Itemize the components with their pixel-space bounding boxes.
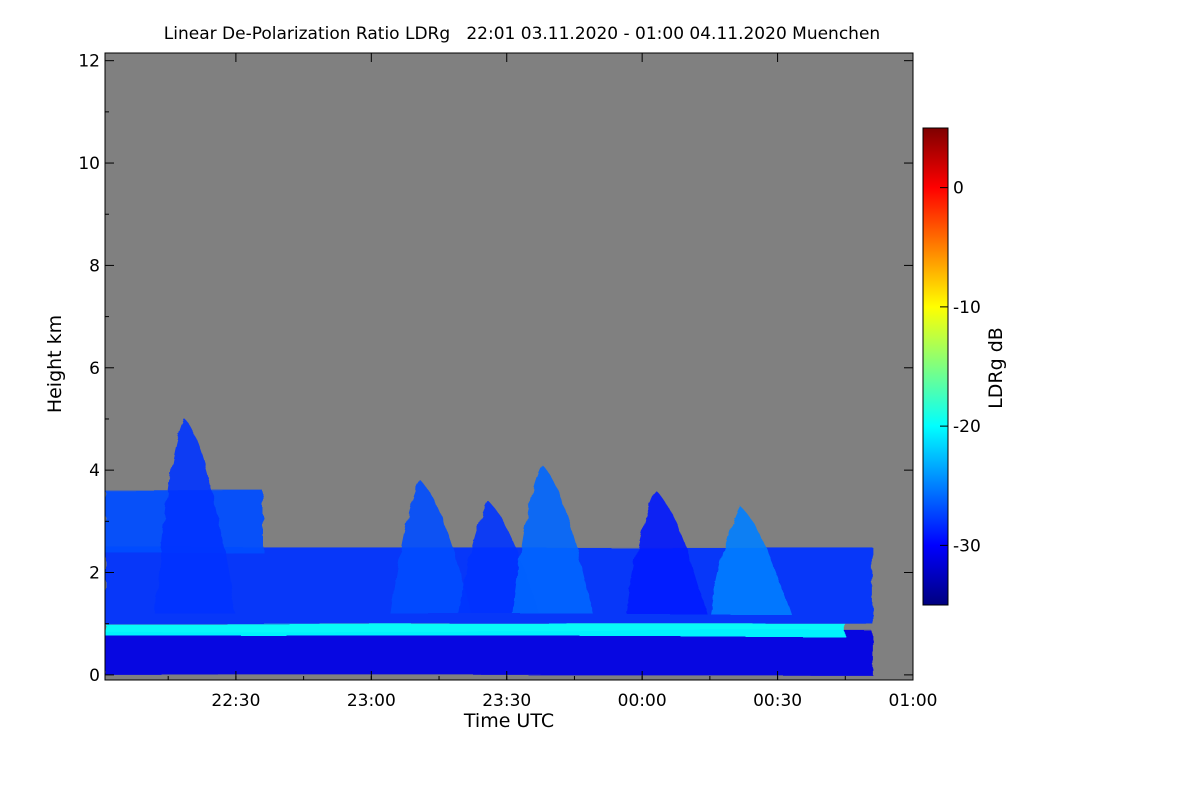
y-axis-label: Height km: [44, 315, 66, 413]
x-tick-label: 22:30: [211, 691, 260, 711]
cloud-plume: [710, 505, 791, 614]
y-tick-label: 0: [89, 666, 100, 686]
chart-title: Linear De-Polarization Ratio LDRg 22:01 …: [164, 24, 880, 44]
cloud-plume: [626, 490, 707, 614]
colorbar-tick-label: 0: [953, 179, 964, 199]
cloud-layer-bright-band: [105, 623, 846, 637]
y-tick-label: 12: [78, 52, 100, 72]
colorbar-tick-label: -20: [953, 417, 981, 437]
y-axis: 0 2 4 6 8 10 12: [78, 52, 913, 686]
cloud-plume: [390, 480, 471, 614]
colorbar-gradient: [922, 127, 949, 606]
plot-area: [105, 53, 913, 680]
cloud-plume: [512, 465, 593, 614]
colorbar: 0 -10 -20 -30 LDRg dB: [922, 127, 1007, 606]
x-tick-label: 23:30: [482, 691, 531, 711]
x-tick-label: 01:00: [889, 691, 938, 711]
cloud-layers: [105, 418, 873, 675]
x-tick-label: 00:00: [618, 691, 667, 711]
x-axis: 22:30 23:00 23:30 00:00 00:30 01:00: [167, 53, 938, 711]
colorbar-tick-label: -10: [953, 298, 981, 318]
colorbar-tick-label: -30: [953, 536, 981, 556]
colorbar-ticks: 0 -10 -20 -30: [940, 179, 981, 556]
x-tick-label: 23:00: [347, 691, 396, 711]
colorbar-label: LDRg dB: [985, 327, 1007, 409]
y-tick-label: 10: [78, 154, 100, 174]
x-axis-label: Time UTC: [463, 710, 554, 732]
plot-frame: [104, 52, 914, 681]
cloud-layer-surface-layer: [105, 631, 873, 675]
x-tick-label: 00:30: [753, 691, 802, 711]
y-tick-label: 2: [89, 564, 100, 584]
y-tick-label: 6: [89, 359, 100, 379]
y-tick-label: 8: [89, 256, 100, 276]
cloud-plume: [154, 418, 236, 614]
y-tick-label: 4: [89, 461, 100, 481]
